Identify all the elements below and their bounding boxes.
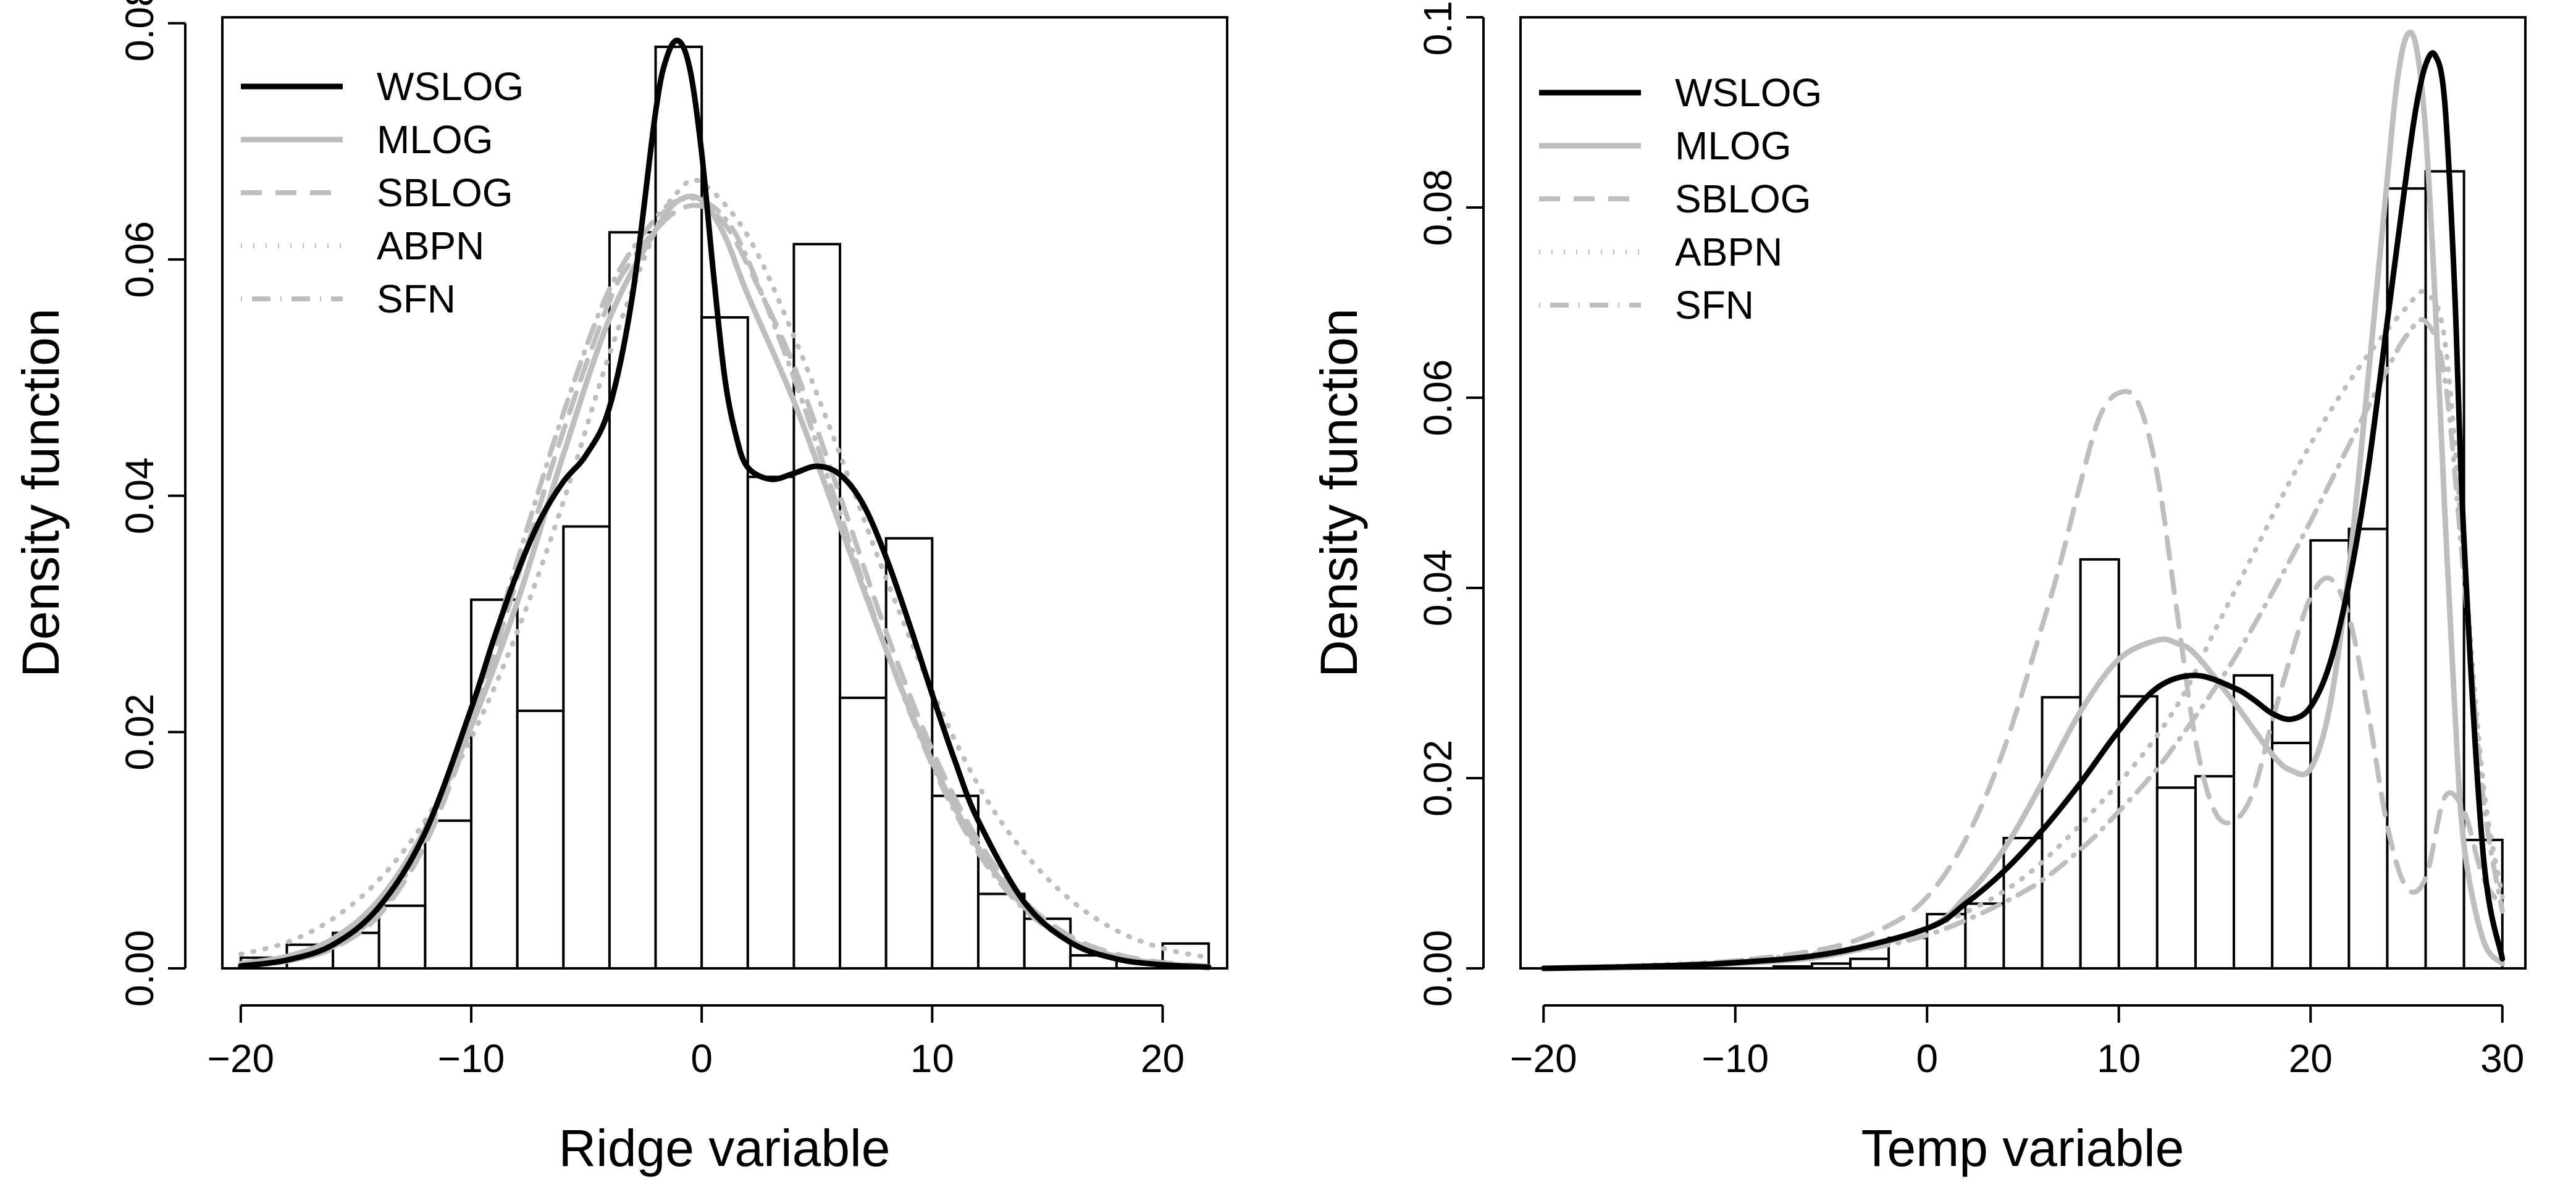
right-x-axis-title: Temp variable	[1861, 1119, 2184, 1177]
y-tick-label: 0.06	[1416, 359, 1460, 437]
y-tick-label: 0.02	[1416, 740, 1460, 817]
right-y-axis: 0.00 0.02 0.04 0.06 0.08 0.10	[1416, 0, 1485, 1007]
density-curve-wslog	[238, 38, 1212, 970]
histogram-bar	[700, 316, 749, 970]
x-tick-label: −20	[208, 1036, 275, 1081]
histogram-bar	[792, 243, 842, 970]
x-tick-label: −20	[1510, 1036, 1577, 1081]
x-tick-label: 10	[910, 1036, 954, 1081]
histogram-bar	[654, 45, 703, 970]
right-x-axis: −20 −10 0 10 20 30	[1510, 1004, 2524, 1081]
x-tick-label: 0	[690, 1036, 713, 1081]
x-tick-label: −10	[438, 1036, 505, 1081]
legend-label-abpn: ABPN	[1675, 230, 1782, 274]
legend-label-wslog: WSLOG	[1675, 70, 1822, 115]
y-tick-label: 0.02	[117, 694, 162, 771]
histogram-bar	[2347, 527, 2389, 970]
right-density-curves	[1540, 29, 2506, 971]
y-tick-label: 0.08	[117, 0, 162, 62]
right-plot-box	[1519, 16, 2527, 970]
histogram-bar	[2155, 786, 2197, 970]
histogram-bar	[516, 709, 565, 970]
x-tick-label: 0	[1916, 1036, 1938, 1081]
left-plot-box	[221, 16, 1228, 970]
left-x-axis-title: Ridge variable	[559, 1119, 891, 1177]
histogram-bar	[2386, 187, 2427, 970]
y-tick-label: 0.06	[117, 221, 162, 298]
x-tick-label: 20	[2289, 1036, 2333, 1081]
x-tick-label: −10	[1701, 1036, 1769, 1081]
y-tick-label: 0.00	[1416, 930, 1460, 1007]
histogram-bar	[2002, 837, 2044, 970]
y-tick-label: 0.10	[1416, 0, 1460, 56]
histogram-bar	[839, 696, 887, 970]
right-y-axis-title: Density function	[1310, 308, 1368, 677]
x-tick-label: 10	[2097, 1036, 2141, 1081]
density-curve-wslog	[1540, 50, 2506, 971]
histogram-bar	[562, 525, 611, 970]
histogram-bar	[746, 476, 795, 970]
legend-label-mlog: MLOG	[1675, 124, 1791, 168]
left-legend: WSLOG MLOG SBLOG ABPN SFN	[241, 64, 524, 321]
left-x-axis: −20 −10 0 10 20	[208, 1004, 1185, 1081]
histogram-bar	[608, 231, 657, 970]
legend-label-sfn: SFN	[377, 277, 456, 321]
left-y-axis-title: Density function	[12, 308, 70, 677]
legend-label-mlog: MLOG	[377, 117, 493, 162]
density-curve-mlog	[1540, 29, 2506, 971]
left-density-curves	[238, 38, 1212, 970]
right-legend: WSLOG MLOG SBLOG ABPN SFN	[1539, 70, 1822, 327]
left-panel: −20 −10 0 10 20 0.00 0.02 0.04 0.06 0.08 Ridge v…	[12, 0, 1228, 1177]
y-tick-label: 0.08	[1416, 169, 1460, 246]
legend-label-sblog: SBLOG	[377, 170, 513, 215]
y-tick-label: 0.04	[117, 458, 162, 535]
density-curve-abpn	[238, 177, 1212, 960]
legend-label-wslog: WSLOG	[377, 64, 524, 109]
density-curve-sblog	[1541, 388, 2505, 971]
y-tick-label: 0.00	[117, 930, 162, 1007]
density-curve-sfn	[238, 195, 1212, 970]
histogram-bar	[2041, 696, 2082, 970]
legend-label-sblog: SBLOG	[1675, 177, 1811, 221]
x-tick-label: 20	[1141, 1036, 1185, 1081]
histogram-bar	[931, 794, 980, 970]
histogram-bar	[2117, 695, 2159, 970]
histogram-bar	[2079, 558, 2120, 970]
histogram-bar	[424, 819, 473, 970]
legend-label-abpn: ABPN	[377, 224, 484, 268]
histogram-bar	[2194, 774, 2236, 970]
legend-label-sfn: SFN	[1675, 283, 1754, 327]
y-tick-label: 0.04	[1416, 550, 1460, 627]
histogram-bar	[1849, 957, 1890, 970]
histogram-bar	[377, 904, 427, 970]
x-tick-label: 30	[2480, 1036, 2524, 1081]
histogram-bar	[2233, 674, 2274, 970]
left-y-axis: 0.00 0.02 0.04 0.06 0.08	[117, 0, 187, 1007]
right-panel: −20 −10 0 10 20 30 0.00 0.02 0.04 0.06 0.08 0.10 T…	[1310, 0, 2527, 1177]
